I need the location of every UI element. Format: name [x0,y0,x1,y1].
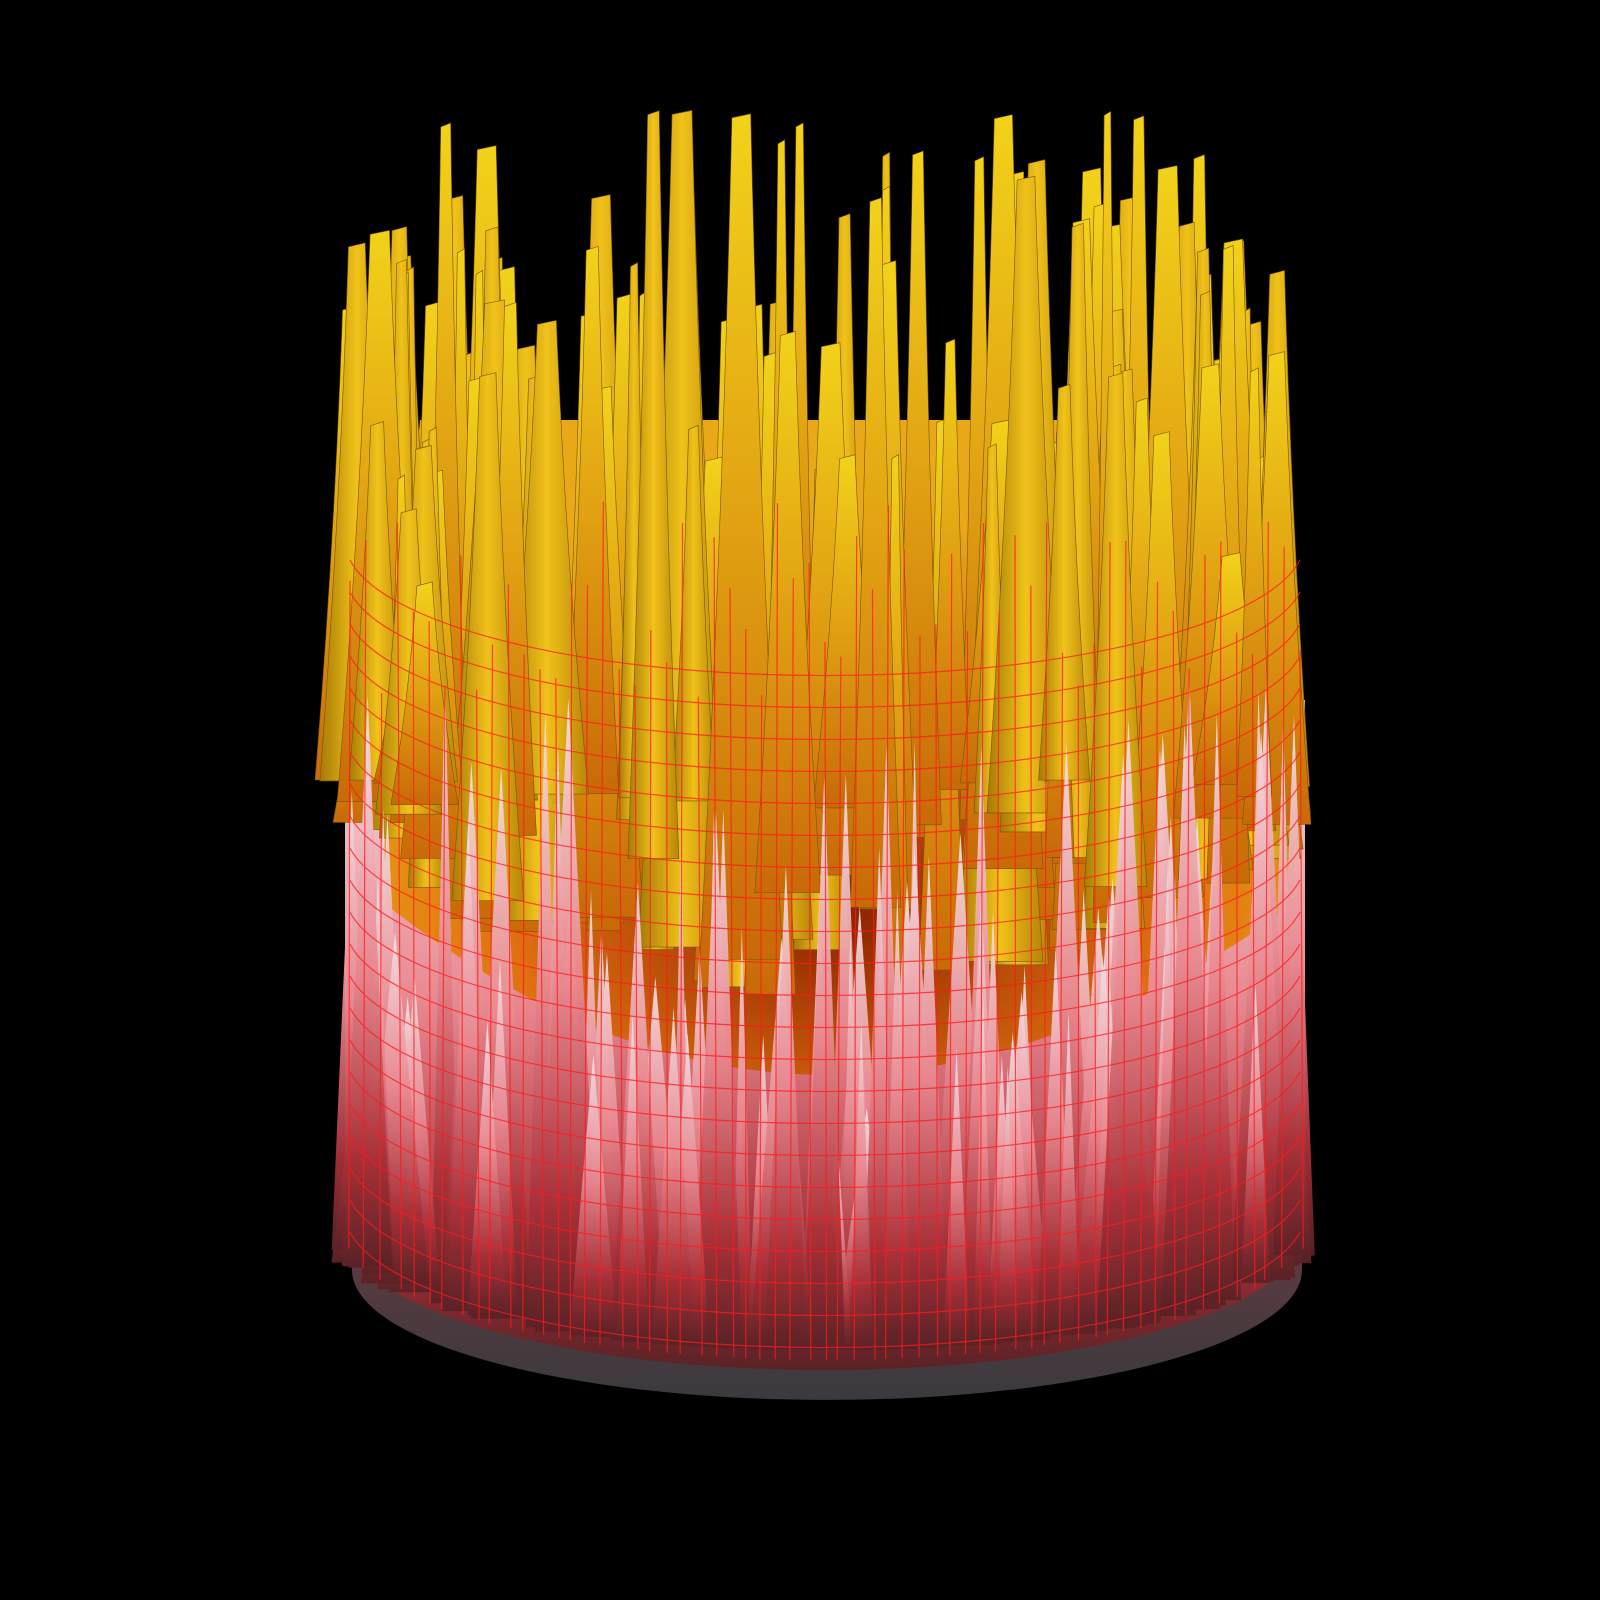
mesh-vertical [666,662,669,1353]
mesh-vertical [583,585,589,1343]
gold-spike [1038,383,1091,781]
mesh-vertical [759,695,763,1359]
mesh-lines [348,501,1304,1361]
mesh-vertical [1236,632,1238,1297]
pink-spike [651,1007,696,1344]
pink-spike [986,1032,1039,1341]
mesh-ring [349,943,1301,1061]
mesh-ring [349,591,1301,709]
mesh-vertical [599,501,604,1346]
mesh-ring [349,911,1301,1029]
mesh-ring [349,1135,1301,1253]
pink-spike [1231,730,1291,1281]
pink-spike [1199,712,1235,1300]
mesh-vertical [1251,653,1256,1290]
mesh-ring [349,879,1301,997]
mesh-vertical [488,644,494,1324]
mesh-vertical [476,689,480,1320]
mesh-vertical [697,696,703,1356]
mesh-vertical [362,539,367,1268]
gold-spike [929,338,971,790]
pink-spike [1056,1011,1081,1334]
mesh-vertical [648,630,652,1352]
mesh-vertical [507,584,512,1328]
mesh-ring [349,1231,1301,1349]
mesh-ring [349,1007,1301,1125]
mesh-vertical [1154,581,1159,1324]
mesh-vertical [1299,650,1304,1249]
mesh-vertical [1281,546,1285,1268]
pink-spike [615,1013,650,1340]
mesh-vertical [1059,652,1064,1343]
mesh-vertical [348,580,351,1249]
mesh-vertical [836,656,842,1360]
mesh-ring [349,1103,1301,1221]
mesh-vertical [1185,668,1190,1315]
mesh-vertical [555,678,560,1338]
mesh-vertical [1030,585,1033,1348]
mesh-vertical [1043,522,1048,1346]
mesh-ring [349,815,1301,933]
mesh-ring [349,559,1301,677]
mesh-vertical [853,535,858,1360]
mesh-vertical [441,685,446,1310]
gold-spike [850,197,902,908]
mesh-vertical [618,669,624,1348]
mesh-vertical [428,621,431,1304]
mesh-ring [349,1071,1301,1189]
gold-spike [1236,367,1273,797]
mesh-ring [349,1167,1301,1285]
mesh-vertical [979,523,984,1353]
mesh-vertical [789,578,794,1360]
mesh-vertical [1122,540,1127,1332]
mesh-vertical [1218,541,1222,1304]
mesh-vertical [1264,521,1269,1280]
mesh-vertical [964,631,969,1355]
mesh-ring [349,751,1301,869]
mesh-ring [349,623,1301,741]
pink-spike [1241,981,1270,1284]
gold-spike [390,581,459,805]
mesh-vertical [396,522,402,1290]
mesh-vertical [808,562,812,1360]
pink-spike [997,1065,1019,1341]
mesh-ring [349,783,1301,901]
mesh-ring [349,847,1301,965]
pink-spike [973,995,994,1344]
mesh-vertical [885,505,889,1359]
pink-spike [1097,720,1160,1323]
mesh-vertical [824,641,828,1361]
pink-spike [802,777,846,1350]
mesh-vertical [1106,542,1111,1335]
mesh-vertical [994,612,1000,1352]
mesh-vertical [949,553,953,1356]
mesh-vertical [379,693,383,1280]
mesh-vertical [1093,643,1097,1338]
pink-spike [341,724,393,1266]
mesh-ring [349,1199,1301,1317]
mesh-vertical [918,635,921,1358]
mesh-ring [349,1039,1301,1157]
mesh-ring [349,719,1301,837]
gold-spike [671,424,716,802]
mesh-vertical [935,624,939,1357]
mesh-vertical [522,654,525,1332]
mesh-vertical [713,537,718,1357]
mesh-vertical [1140,666,1143,1328]
mesh-vertical [901,549,905,1359]
mesh-ring [349,655,1301,773]
mesh-vertical [412,611,415,1297]
mesh-vertical [569,583,573,1341]
mesh-vertical [1202,554,1206,1310]
mesh-vertical [729,588,735,1358]
pink-spike [882,891,913,1349]
mesh-vertical [679,523,684,1355]
mesh-ring [349,975,1301,1093]
mesh-vertical [1014,535,1017,1350]
mesh-vertical [871,589,876,1360]
mesh-ring [349,687,1301,805]
mesh-vertical [460,555,464,1315]
